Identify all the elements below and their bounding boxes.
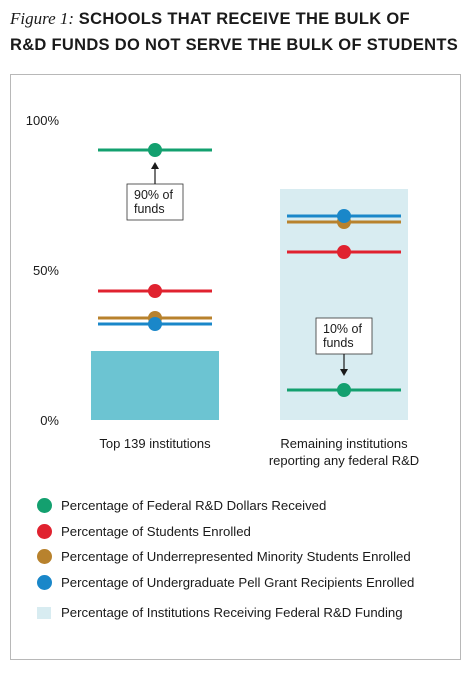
- figure-title: Figure 1: SCHOOLS THAT RECEIVE THE BULK …: [10, 6, 470, 58]
- data-point: [337, 383, 351, 397]
- data-point: [148, 284, 162, 298]
- y-tick-label: 0%: [40, 413, 59, 428]
- legend-marker-gold: [37, 549, 52, 564]
- legend-marker-green: [37, 498, 52, 513]
- y-tick-label: 100%: [26, 113, 60, 128]
- figure-title-line1: SCHOOLS THAT RECEIVE THE BULK OF: [78, 10, 410, 28]
- legend-marker-red: [37, 523, 52, 539]
- bar-0: [91, 351, 219, 420]
- legend-item: Percentage of Students Enrolled: [37, 522, 457, 548]
- annotation-text: 90% of: [134, 188, 173, 202]
- annotation-box: [126, 183, 184, 221]
- figure-label: Figure 1:: [10, 9, 75, 28]
- annotation-box: [315, 317, 373, 355]
- data-point: [148, 317, 162, 331]
- category-label: Top 139 institutions: [99, 436, 211, 451]
- legend-item: Percentage of Federal R&D Dollars Receiv…: [37, 496, 457, 522]
- legend-label: Percentage of Underrepresented Minority …: [61, 549, 411, 564]
- legend-marker-blue: [37, 574, 52, 590]
- legend-label: Percentage of Undergraduate Pell Grant R…: [61, 574, 415, 590]
- category-label: reporting any federal R&D: [269, 453, 419, 468]
- data-point: [148, 143, 162, 157]
- annotation-arrowhead: [340, 369, 348, 376]
- category-label: Remaining institutions: [280, 436, 408, 451]
- legend-label: Percentage of Students Enrolled: [61, 523, 251, 539]
- annotation-arrowhead: [151, 162, 159, 169]
- legend: Percentage of Federal R&D Dollars Receiv…: [37, 496, 457, 629]
- data-point: [337, 209, 351, 223]
- y-tick-label: 50%: [33, 263, 59, 278]
- annotation-text: funds: [323, 336, 354, 350]
- legend-label: Percentage of Institutions Receiving Fed…: [61, 605, 403, 620]
- legend-item: Percentage of Institutions Receiving Fed…: [37, 603, 457, 629]
- figure-title-line2: R&D FUNDS DO NOT SERVE THE BULK OF STUDE…: [10, 36, 459, 54]
- annotation-text: 10% of: [323, 322, 362, 336]
- legend-item: Percentage of Undergraduate Pell Grant R…: [37, 573, 457, 599]
- legend-item: Percentage of Underrepresented Minority …: [37, 547, 457, 573]
- legend-label: Percentage of Federal R&D Dollars Receiv…: [61, 498, 327, 513]
- data-point: [337, 245, 351, 259]
- chart-frame: [10, 74, 461, 660]
- legend-marker-bar: [37, 607, 51, 619]
- annotation-text: funds: [134, 202, 165, 216]
